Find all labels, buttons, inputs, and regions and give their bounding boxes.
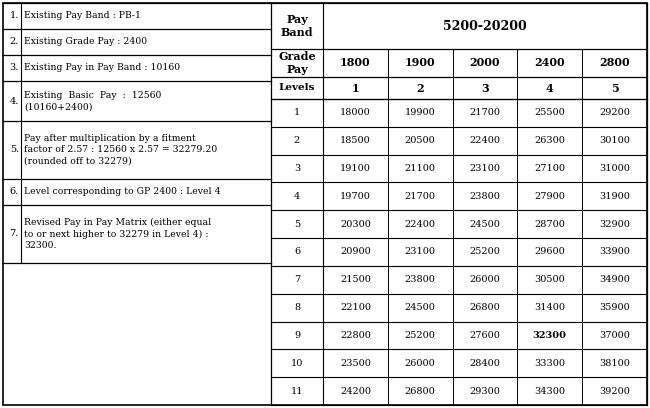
- Text: 25500: 25500: [534, 109, 565, 118]
- Text: 32300: 32300: [533, 331, 567, 340]
- Text: 5: 5: [294, 220, 300, 228]
- Text: 5200-20200: 5200-20200: [443, 20, 527, 33]
- Text: 24500: 24500: [469, 220, 501, 228]
- Text: 21700: 21700: [405, 192, 436, 201]
- Text: 1900: 1900: [405, 58, 436, 69]
- Text: Existing Grade Pay : 2400: Existing Grade Pay : 2400: [24, 38, 147, 47]
- Text: 31900: 31900: [599, 192, 630, 201]
- Text: 25200: 25200: [405, 331, 436, 340]
- Text: 27100: 27100: [534, 164, 566, 173]
- Text: 19100: 19100: [340, 164, 371, 173]
- Text: 23800: 23800: [405, 275, 436, 284]
- Text: 35900: 35900: [599, 303, 630, 312]
- Text: 29300: 29300: [469, 387, 501, 396]
- Text: 8: 8: [294, 303, 300, 312]
- Text: 23100: 23100: [469, 164, 501, 173]
- Text: 2800: 2800: [599, 58, 630, 69]
- Text: 4.: 4.: [10, 97, 19, 106]
- Text: Grade
Pay: Grade Pay: [278, 51, 316, 75]
- Text: 18000: 18000: [340, 109, 370, 118]
- Text: 7: 7: [294, 275, 300, 284]
- Text: Pay
Band: Pay Band: [281, 14, 313, 38]
- Text: 2000: 2000: [470, 58, 500, 69]
- Text: 20900: 20900: [340, 248, 370, 257]
- Text: 26300: 26300: [534, 136, 566, 145]
- Text: 3: 3: [294, 164, 300, 173]
- Text: 10: 10: [291, 359, 303, 368]
- Text: 26800: 26800: [469, 303, 501, 312]
- Text: 2: 2: [417, 82, 424, 93]
- Text: 27900: 27900: [534, 192, 566, 201]
- Text: 28700: 28700: [534, 220, 566, 228]
- Text: 33300: 33300: [534, 359, 566, 368]
- Text: 4: 4: [546, 82, 554, 93]
- Text: 30500: 30500: [534, 275, 565, 284]
- Text: 5.: 5.: [10, 146, 19, 155]
- Text: 33900: 33900: [599, 248, 630, 257]
- Text: 31400: 31400: [534, 303, 566, 312]
- Text: 28400: 28400: [469, 359, 501, 368]
- Text: Levels: Levels: [279, 84, 315, 93]
- Text: 2: 2: [294, 136, 300, 145]
- Text: 34900: 34900: [599, 275, 630, 284]
- Text: Existing  Basic  Pay  :  12560
(10160+2400): Existing Basic Pay : 12560 (10160+2400): [24, 91, 161, 111]
- Text: 23500: 23500: [340, 359, 371, 368]
- Text: 2400: 2400: [534, 58, 565, 69]
- Text: 21100: 21100: [405, 164, 436, 173]
- Text: 1: 1: [352, 82, 359, 93]
- Text: 3: 3: [481, 82, 489, 93]
- Text: 30100: 30100: [599, 136, 630, 145]
- Text: 29200: 29200: [599, 109, 630, 118]
- Text: 37000: 37000: [599, 331, 630, 340]
- Text: 26000: 26000: [405, 359, 436, 368]
- Text: Existing Pay in Pay Band : 10160: Existing Pay in Pay Band : 10160: [24, 64, 180, 73]
- Text: 29600: 29600: [534, 248, 565, 257]
- Text: 7.: 7.: [10, 229, 19, 239]
- Text: 1.: 1.: [10, 11, 19, 20]
- Text: 3.: 3.: [10, 64, 19, 73]
- Text: 1: 1: [294, 109, 300, 118]
- Text: 22400: 22400: [469, 136, 501, 145]
- Text: 32900: 32900: [599, 220, 630, 228]
- Text: 18500: 18500: [340, 136, 370, 145]
- Text: 38100: 38100: [599, 359, 630, 368]
- Text: 20500: 20500: [405, 136, 436, 145]
- Text: 24200: 24200: [340, 387, 371, 396]
- Text: 9: 9: [294, 331, 300, 340]
- Text: 39200: 39200: [599, 387, 630, 396]
- Text: 26800: 26800: [405, 387, 436, 396]
- Text: 1800: 1800: [340, 58, 370, 69]
- Text: Revised Pay in Pay Matrix (either equal
to or next higher to 32279 in Level 4) :: Revised Pay in Pay Matrix (either equal …: [24, 218, 211, 250]
- Text: 22100: 22100: [340, 303, 371, 312]
- Text: 25200: 25200: [469, 248, 501, 257]
- Text: Existing Pay Band : PB-1: Existing Pay Band : PB-1: [24, 11, 141, 20]
- Text: 5: 5: [611, 82, 619, 93]
- Text: 19900: 19900: [405, 109, 436, 118]
- Text: 34300: 34300: [534, 387, 566, 396]
- Text: 4: 4: [294, 192, 300, 201]
- Text: 23100: 23100: [405, 248, 436, 257]
- Text: 21500: 21500: [340, 275, 371, 284]
- Text: 22800: 22800: [340, 331, 371, 340]
- Text: 6.: 6.: [10, 188, 19, 197]
- Text: 20300: 20300: [340, 220, 371, 228]
- Text: 27600: 27600: [469, 331, 501, 340]
- Text: 19700: 19700: [340, 192, 371, 201]
- Text: 23800: 23800: [469, 192, 501, 201]
- Text: 26000: 26000: [469, 275, 501, 284]
- Text: 31000: 31000: [599, 164, 630, 173]
- Text: 22400: 22400: [405, 220, 436, 228]
- Text: Pay after multiplication by a fitment
factor of 2.57 : 12560 x 2.57 = 32279.20
(: Pay after multiplication by a fitment fa…: [24, 134, 217, 166]
- Text: 2.: 2.: [10, 38, 19, 47]
- Text: 24500: 24500: [405, 303, 436, 312]
- Text: Level corresponding to GP 2400 : Level 4: Level corresponding to GP 2400 : Level 4: [24, 188, 220, 197]
- Text: 11: 11: [291, 387, 304, 396]
- Text: 6: 6: [294, 248, 300, 257]
- Text: 21700: 21700: [469, 109, 501, 118]
